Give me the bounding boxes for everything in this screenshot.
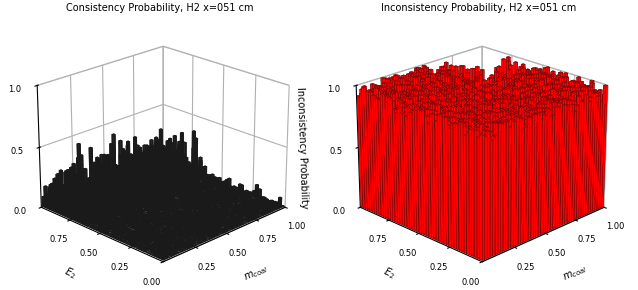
Y-axis label: $E_2$: $E_2$ bbox=[62, 265, 78, 282]
X-axis label: $m_{coal}$: $m_{coal}$ bbox=[561, 263, 589, 284]
Title: Inconsistency Probability, H2 x=051 cm: Inconsistency Probability, H2 x=051 cm bbox=[381, 3, 576, 13]
X-axis label: $m_{coal}$: $m_{coal}$ bbox=[242, 263, 270, 284]
Title: Consistency Probability, H2 x=051 cm: Consistency Probability, H2 x=051 cm bbox=[66, 3, 253, 13]
Y-axis label: $E_2$: $E_2$ bbox=[381, 265, 397, 282]
